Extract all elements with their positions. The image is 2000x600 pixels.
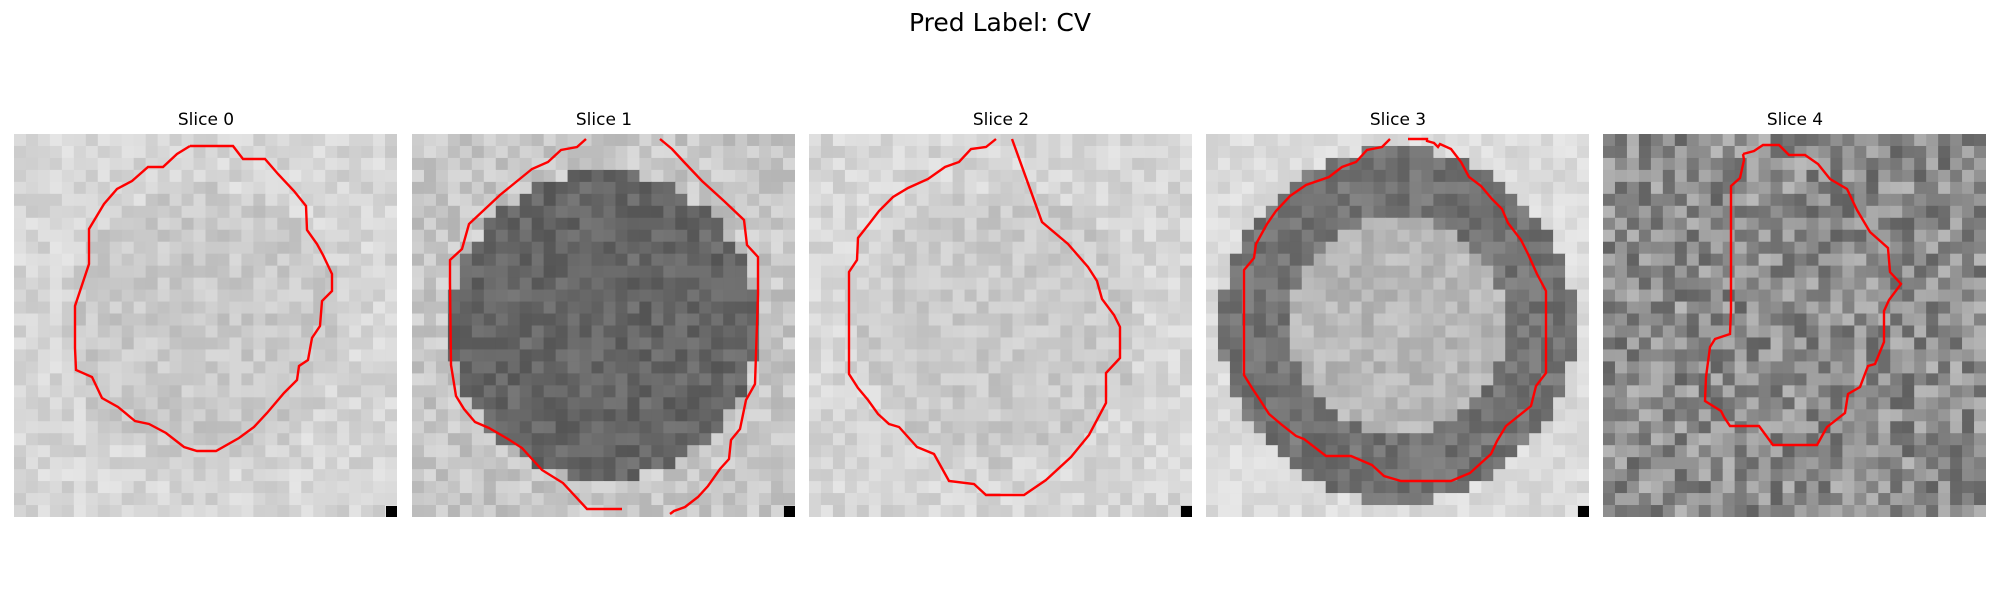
slice-3-contour [1242,137,1548,483]
corner-marker [1181,506,1192,517]
slice-4-image [1603,134,1986,517]
panel-title-slice-1: Slice 1 [575,110,633,130]
corner-marker [784,506,795,517]
figure-title: Pred Label: CV [909,8,1091,37]
slice-1-image [412,134,795,517]
slice-0-image [14,134,397,517]
panel-title-slice-2: Slice 2 [972,110,1030,130]
slice-4-contour [1703,143,1903,447]
corner-marker [1578,506,1589,517]
panel-title-slice-3: Slice 3 [1369,110,1427,130]
slice-2-contour [847,138,1122,497]
slice-2-image [809,134,1192,517]
slice-1-contour-right [659,138,760,515]
corner-marker [386,506,397,517]
slice-3-image [1206,134,1589,517]
slice-1-contour-upper [448,138,622,511]
panel-title-slice-0: Slice 0 [177,110,235,130]
slice-0-contour [73,144,334,453]
panel-title-slice-4: Slice 4 [1766,110,1824,130]
